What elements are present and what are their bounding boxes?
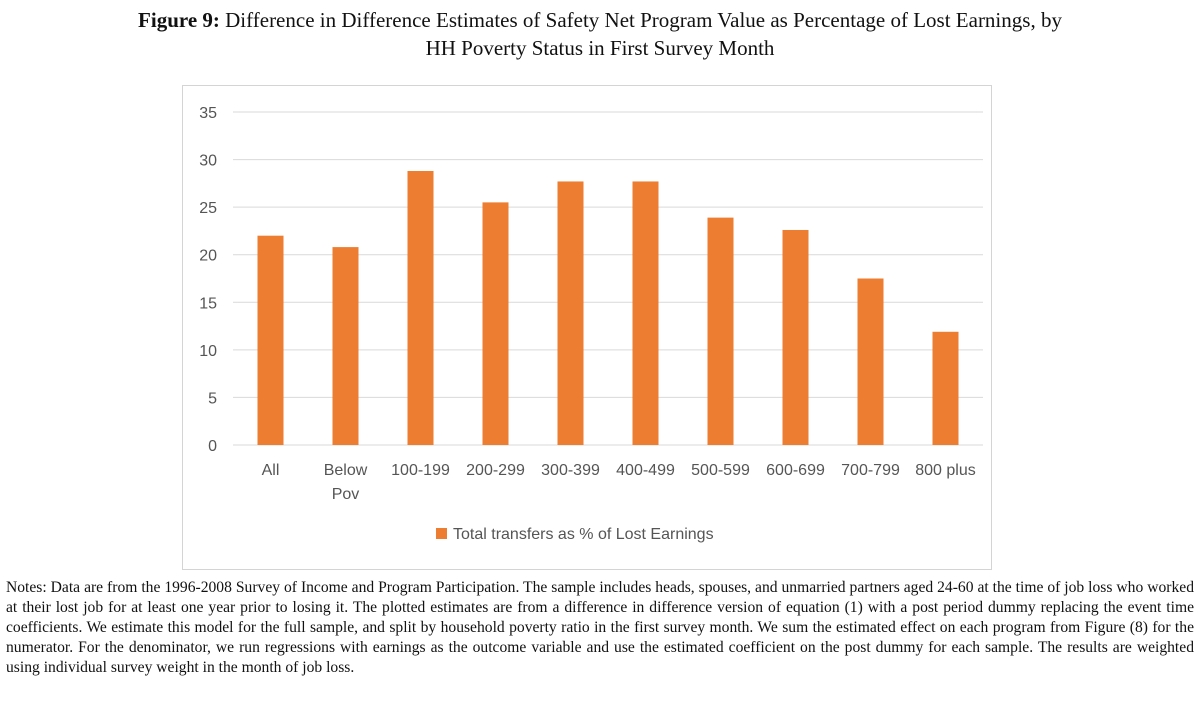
figure-notes: Notes: Data are from the 1996-2008 Surve… (6, 579, 1194, 676)
legend-label: Total transfers as % of Lost Earnings (453, 526, 714, 543)
caption-title-part-2: HH Poverty Status in First Survey Month (425, 36, 775, 60)
x-tick-label: 700-799 (841, 462, 900, 479)
x-tick-label: 300-399 (541, 462, 600, 479)
y-tick-label: 15 (199, 295, 217, 312)
x-tick-label: Pov (332, 486, 360, 503)
x-tick-label: 500-599 (691, 462, 750, 479)
bar (407, 170, 434, 445)
x-tick-label: All (262, 462, 280, 479)
bar (857, 278, 884, 445)
bar (257, 235, 284, 445)
chart-frame: 0 5 10 15 20 25 30 35 All Below Pov 100-199 200-299 3… (182, 85, 992, 570)
x-tick-label: 100-199 (391, 462, 450, 479)
bar (782, 229, 809, 445)
bar (557, 181, 584, 445)
y-tick-label: 25 (199, 200, 217, 217)
y-tick-label: 30 (199, 153, 217, 170)
y-tick-label: 0 (208, 438, 217, 455)
y-tick-label: 35 (199, 105, 217, 122)
bar-chart: 0 5 10 15 20 25 30 35 All Below Pov 100-199 200-299 3… (199, 105, 983, 543)
y-tick-label: 20 (199, 248, 217, 265)
figure-label: Figure 9: (138, 8, 220, 32)
figure-caption: Figure 9: Difference in Difference Estim… (0, 6, 1200, 62)
y-tick-label: 10 (199, 343, 217, 360)
x-tick-label: 400-499 (616, 462, 675, 479)
caption-title-part-1: Difference in Difference Estimates of Sa… (225, 8, 1062, 32)
bar (482, 202, 509, 445)
x-tick-label: Below (324, 462, 368, 479)
y-tick-label: 5 (208, 390, 217, 407)
bar (932, 331, 959, 445)
bar (632, 181, 659, 445)
x-tick-label: 800 plus (915, 462, 976, 479)
x-tick-label: 600-699 (766, 462, 825, 479)
x-tick-label: 200-299 (466, 462, 525, 479)
bar (707, 217, 734, 445)
legend-swatch (436, 528, 447, 539)
bar (332, 247, 359, 445)
caption-line-1: Figure 9: Difference in Difference Estim… (0, 6, 1200, 34)
